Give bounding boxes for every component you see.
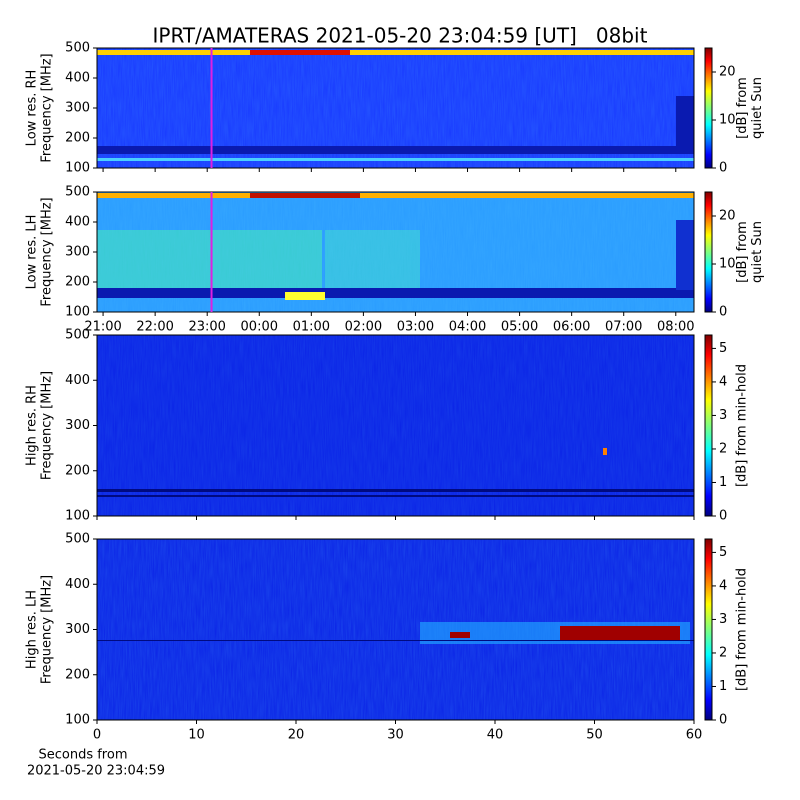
y-tick-label: 200 bbox=[65, 463, 90, 478]
y-axis-label: High res. RH bbox=[25, 385, 40, 466]
colorbar-tick-label: 10 bbox=[719, 257, 736, 272]
y-axis-label: Frequency [MHz] bbox=[40, 371, 55, 480]
x-tick-label: 21:00 bbox=[84, 320, 121, 335]
colorbar-tick-label: 0 bbox=[719, 305, 727, 320]
x-tick-label: 04:00 bbox=[449, 320, 486, 335]
chart-title: IPRT/AMATERAS 2021-05-20 23:04:59 [UT] 0… bbox=[153, 24, 648, 48]
y-tick-label: 300 bbox=[65, 418, 90, 433]
x-tick-label: 00:00 bbox=[241, 320, 278, 335]
colorbar-tick-label: 5 bbox=[719, 341, 727, 356]
y-axis-label: Low res. LH bbox=[25, 215, 40, 290]
x-tick-label: 30 bbox=[387, 728, 404, 743]
x-tick-label: 01:00 bbox=[293, 320, 330, 335]
y-tick-label: 100 bbox=[65, 509, 90, 524]
colorbar-tick-label: 4 bbox=[719, 578, 727, 593]
y-tick-label: 400 bbox=[65, 215, 90, 230]
y-tick-label: 200 bbox=[65, 667, 90, 682]
y-axis-label: Low res. RH bbox=[25, 70, 40, 147]
colorbar-tick-label: 20 bbox=[719, 65, 736, 80]
colorbar bbox=[704, 191, 713, 313]
y-tick-label: 100 bbox=[65, 305, 90, 320]
colorbar-label: quiet Sun bbox=[750, 221, 765, 283]
y-axis-label: Frequency [MHz] bbox=[40, 575, 55, 684]
colorbar-tick-label: 5 bbox=[719, 545, 727, 560]
colorbar-tick-label: 0 bbox=[719, 161, 727, 176]
y-tick-label: 500 bbox=[65, 185, 90, 200]
x-tick-label: 07:00 bbox=[605, 320, 642, 335]
y-tick-label: 400 bbox=[65, 577, 90, 592]
colorbar-tick-label: 2 bbox=[719, 441, 727, 456]
x-tick-label: 05:00 bbox=[501, 320, 538, 335]
x-tick-label: 23:00 bbox=[188, 320, 225, 335]
colorbar-label: [dB] from min-hold bbox=[735, 364, 750, 487]
x-tick-label: 22:00 bbox=[136, 320, 173, 335]
x-axis-label: Seconds from bbox=[38, 748, 127, 763]
colorbar-tick-label: 1 bbox=[719, 475, 727, 490]
y-tick-label: 100 bbox=[65, 713, 90, 728]
colorbar-tick-label: 0 bbox=[719, 509, 727, 524]
y-tick-label: 400 bbox=[65, 71, 90, 86]
x-tick-label: 08:00 bbox=[657, 320, 694, 335]
x-tick-label: 50 bbox=[586, 728, 603, 743]
y-axis-label: Frequency [MHz] bbox=[40, 53, 55, 162]
colorbar bbox=[704, 334, 713, 517]
x-tick-label: 40 bbox=[487, 728, 504, 743]
colorbar-tick-label: 3 bbox=[719, 408, 727, 423]
y-axis-label: Frequency [MHz] bbox=[40, 197, 55, 306]
x-axis-label: 2021-05-20 23:04:59 bbox=[27, 764, 165, 779]
colorbar-tick-label: 3 bbox=[719, 612, 727, 627]
y-tick-label: 500 bbox=[65, 532, 90, 547]
x-tick-label: 10 bbox=[188, 728, 205, 743]
x-tick-label: 0 bbox=[93, 728, 101, 743]
y-tick-label: 400 bbox=[65, 373, 90, 388]
colorbar-tick-label: 0 bbox=[719, 713, 727, 728]
colorbar-tick-label: 1 bbox=[719, 679, 727, 694]
colorbar-tick-label: 2 bbox=[719, 645, 727, 660]
colorbar-label: [dB] from bbox=[735, 77, 750, 139]
y-axis-label: High res. LH bbox=[25, 590, 40, 669]
colorbar-label: quiet Sun bbox=[750, 77, 765, 139]
y-tick-label: 200 bbox=[65, 131, 90, 146]
colorbar bbox=[704, 538, 713, 721]
colorbar-tick-label: 10 bbox=[719, 113, 736, 128]
colorbar-label: [dB] from min-hold bbox=[735, 568, 750, 691]
colorbar-tick-label: 20 bbox=[719, 209, 736, 224]
y-tick-label: 200 bbox=[65, 275, 90, 290]
colorbar bbox=[704, 47, 713, 169]
y-tick-label: 300 bbox=[65, 622, 90, 637]
x-tick-label: 60 bbox=[686, 728, 703, 743]
y-tick-label: 500 bbox=[65, 41, 90, 56]
heatmap-images bbox=[97, 48, 694, 720]
x-tick-label: 06:00 bbox=[553, 320, 590, 335]
colorbar-tick-label: 4 bbox=[719, 374, 727, 389]
colorbar-label: [dB] from bbox=[735, 221, 750, 283]
x-tick-label: 02:00 bbox=[345, 320, 382, 335]
x-tick-label: 03:00 bbox=[397, 320, 434, 335]
x-tick-label: 20 bbox=[288, 728, 305, 743]
y-tick-label: 300 bbox=[65, 245, 90, 260]
y-tick-label: 500 bbox=[65, 328, 90, 343]
y-tick-label: 300 bbox=[65, 101, 90, 116]
y-tick-label: 100 bbox=[65, 161, 90, 176]
